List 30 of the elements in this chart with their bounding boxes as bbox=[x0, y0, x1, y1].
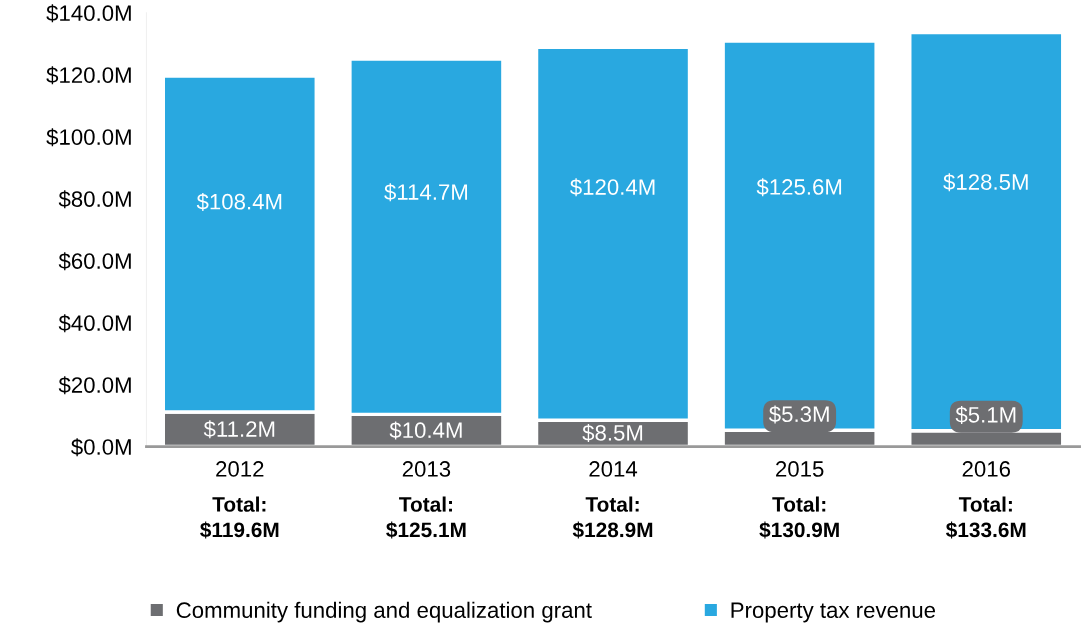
data-label: $8.5M bbox=[582, 424, 643, 443]
legend-label: Property tax revenue bbox=[731, 602, 936, 623]
data-label: $11.2M bbox=[203, 420, 275, 439]
total-label: Total: $130.9M bbox=[759, 496, 839, 539]
x-tick-label: 2016 bbox=[962, 461, 1011, 477]
total-label: Total: $133.6M bbox=[946, 496, 1026, 539]
legend-label: Community funding and equalization grant bbox=[176, 601, 592, 623]
y-tick-label: $40.0M bbox=[58, 314, 131, 333]
data-label: $5.1M bbox=[955, 406, 1016, 425]
x-tick-label: 2013 bbox=[402, 461, 451, 477]
data-label: $120.4M bbox=[570, 178, 655, 197]
y-tick-label: $80.0M bbox=[58, 190, 131, 209]
data-label: $5.3M bbox=[769, 405, 829, 424]
x-tick-label: 2014 bbox=[589, 461, 638, 477]
data-label: $10.4M bbox=[389, 421, 462, 440]
data-label: $114.7M bbox=[384, 183, 468, 202]
data-label: $108.4M bbox=[196, 192, 282, 211]
total-label: Total: $125.1M bbox=[386, 496, 466, 539]
y-tick-label: $0.0M bbox=[71, 438, 131, 457]
data-label: $128.5M bbox=[943, 173, 1028, 192]
y-tick-label: $20.0M bbox=[58, 376, 131, 395]
x-tick-label: 2015 bbox=[776, 461, 824, 477]
total-label: Total: $119.6M bbox=[200, 496, 279, 539]
y-tick-label: $100.0M bbox=[46, 128, 131, 147]
y-tick-label: $140.0M bbox=[46, 4, 131, 23]
y-tick-label: $120.0M bbox=[46, 66, 131, 85]
data-label: $125.6M bbox=[756, 178, 842, 197]
y-tick-label: $60.0M bbox=[58, 252, 131, 271]
total-label: Total: $128.9M bbox=[572, 496, 653, 539]
x-tick-label: 2012 bbox=[216, 461, 264, 477]
